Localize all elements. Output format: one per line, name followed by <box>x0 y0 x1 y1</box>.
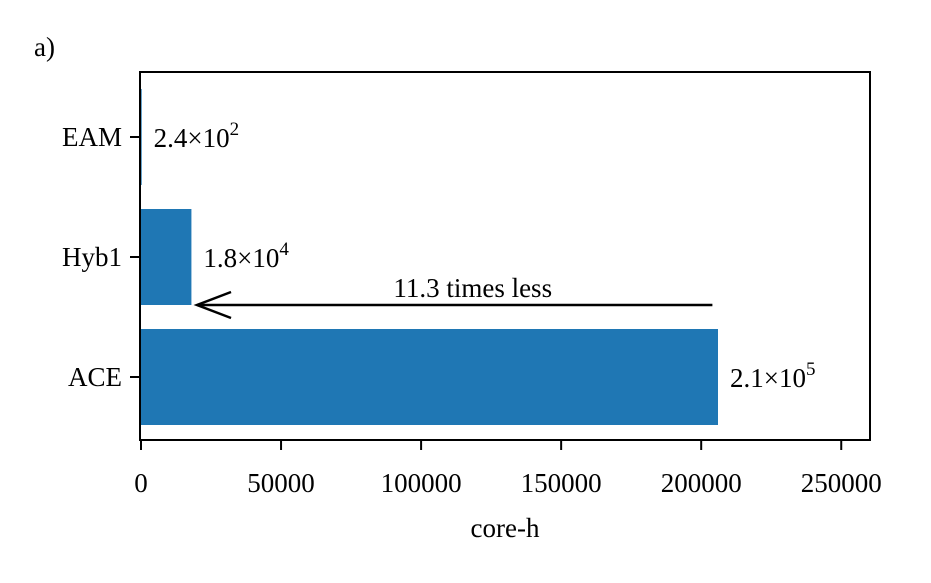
data-label-eam: 2.4×102 <box>154 119 239 153</box>
x-tick-label-5: 250000 <box>801 468 882 498</box>
bars-layer <box>141 89 718 425</box>
annotation-arrow-head <box>193 290 232 320</box>
bar-ace <box>141 329 718 425</box>
data-label-hyb1: 1.8×104 <box>203 239 289 273</box>
x-axis: 0 50000 100000 150000 200000 250000 <box>134 440 882 498</box>
y-tick-label-ace: ACE <box>68 362 122 392</box>
y-tick-label-eam: EAM <box>62 122 122 152</box>
x-tick-label-1: 50000 <box>247 468 315 498</box>
y-tick-label-hyb1: Hyb1 <box>62 242 122 272</box>
y-axis: EAM Hyb1 ACE <box>62 122 140 392</box>
annotation-text: 11.3 times less <box>393 273 552 303</box>
annotation-layer: 11.3 times less <box>193 273 713 320</box>
x-tick-label-0: 0 <box>134 468 148 498</box>
data-label-ace: 2.1×105 <box>730 359 815 393</box>
x-tick-label-2: 100000 <box>381 468 462 498</box>
bar-eam <box>141 89 142 185</box>
bar-hyb1 <box>141 209 192 305</box>
x-tick-label-4: 200000 <box>661 468 742 498</box>
x-tick-label-3: 150000 <box>521 468 602 498</box>
panel-label: a) <box>34 32 55 62</box>
x-axis-label: core-h <box>471 513 540 543</box>
data-labels-layer: 2.4×102 1.8×104 2.1×105 <box>154 119 816 393</box>
